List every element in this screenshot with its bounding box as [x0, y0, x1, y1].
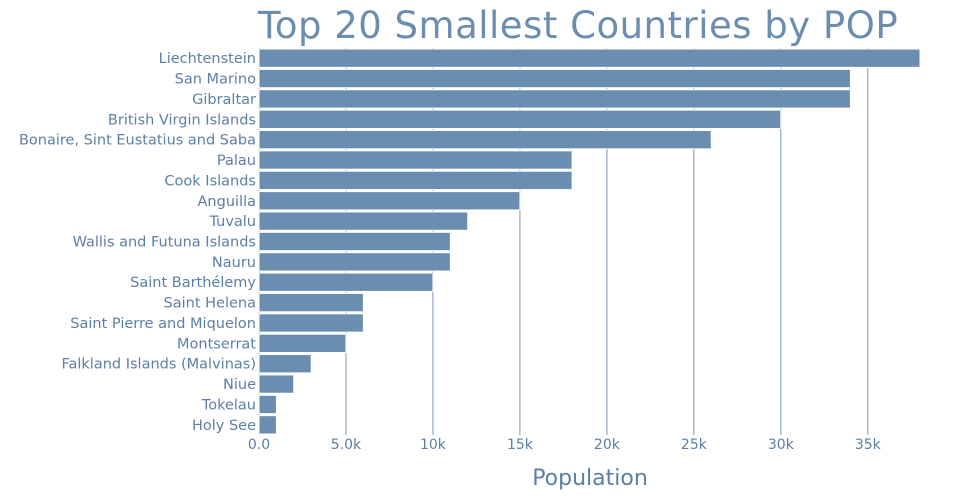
- x-tick-label: 30k: [768, 437, 795, 453]
- category-label: Saint Barthélemy: [130, 275, 256, 291]
- bar: [258, 292, 364, 313]
- category-label: Anguilla: [198, 194, 256, 210]
- bar: [258, 231, 451, 252]
- bar: [258, 354, 312, 374]
- bar: [258, 89, 851, 109]
- category-label: Palau: [217, 153, 256, 169]
- bar: [258, 272, 434, 292]
- bar: [258, 211, 469, 231]
- category-label: Niue: [223, 377, 256, 393]
- category-label: San Marino: [175, 72, 256, 88]
- bar: [258, 313, 364, 333]
- bar: [258, 129, 712, 150]
- x-tick-label: 35k: [855, 437, 882, 453]
- bar: [258, 374, 295, 394]
- bar: [258, 333, 347, 354]
- category-label: Saint Pierre and Miquelon: [70, 316, 256, 332]
- bar: [258, 150, 573, 170]
- x-tick-label: 5.0k: [331, 437, 362, 453]
- bar: [258, 109, 782, 129]
- bar: [258, 191, 521, 211]
- category-label: Saint Helena: [164, 296, 256, 312]
- category-label: Falkland Islands (Malvinas): [61, 357, 256, 373]
- category-labels: Liechtenstein San Marino Gibraltar British …: [19, 51, 256, 434]
- bar: [258, 170, 573, 191]
- x-tick-labels: 0.0 5.0k 10k 15k 20k 25k 30k 35k: [248, 437, 882, 453]
- bar: [258, 394, 277, 415]
- category-label: Gibraltar: [192, 92, 256, 108]
- bar: [258, 415, 277, 435]
- category-label: Bonaire, Sint Eustatius and Saba: [19, 133, 256, 149]
- category-label: Holy See: [192, 418, 256, 434]
- x-tick-label: 0.0: [248, 437, 270, 453]
- x-tick-label: 15k: [507, 437, 534, 453]
- x-tick-label: 25k: [681, 437, 708, 453]
- category-label: British Virgin Islands: [108, 112, 256, 128]
- category-label: Tokelau: [201, 397, 256, 413]
- category-label: Tuvalu: [208, 214, 256, 230]
- category-label: Nauru: [212, 255, 256, 271]
- x-tick-label: 20k: [594, 437, 621, 453]
- bar: [258, 252, 451, 272]
- x-axis-title: Population: [532, 466, 648, 491]
- x-tick-label: 10k: [420, 437, 447, 453]
- chart-title: Top 20 Smallest Countries by POP: [258, 4, 899, 47]
- bar: [258, 48, 921, 68]
- category-label: Cook Islands: [164, 173, 256, 189]
- category-label: Montserrat: [177, 336, 256, 352]
- category-label: Liechtenstein: [159, 51, 256, 67]
- category-label: Wallis and Futuna Islands: [73, 235, 256, 251]
- bar: [258, 68, 851, 89]
- bars: [258, 48, 921, 435]
